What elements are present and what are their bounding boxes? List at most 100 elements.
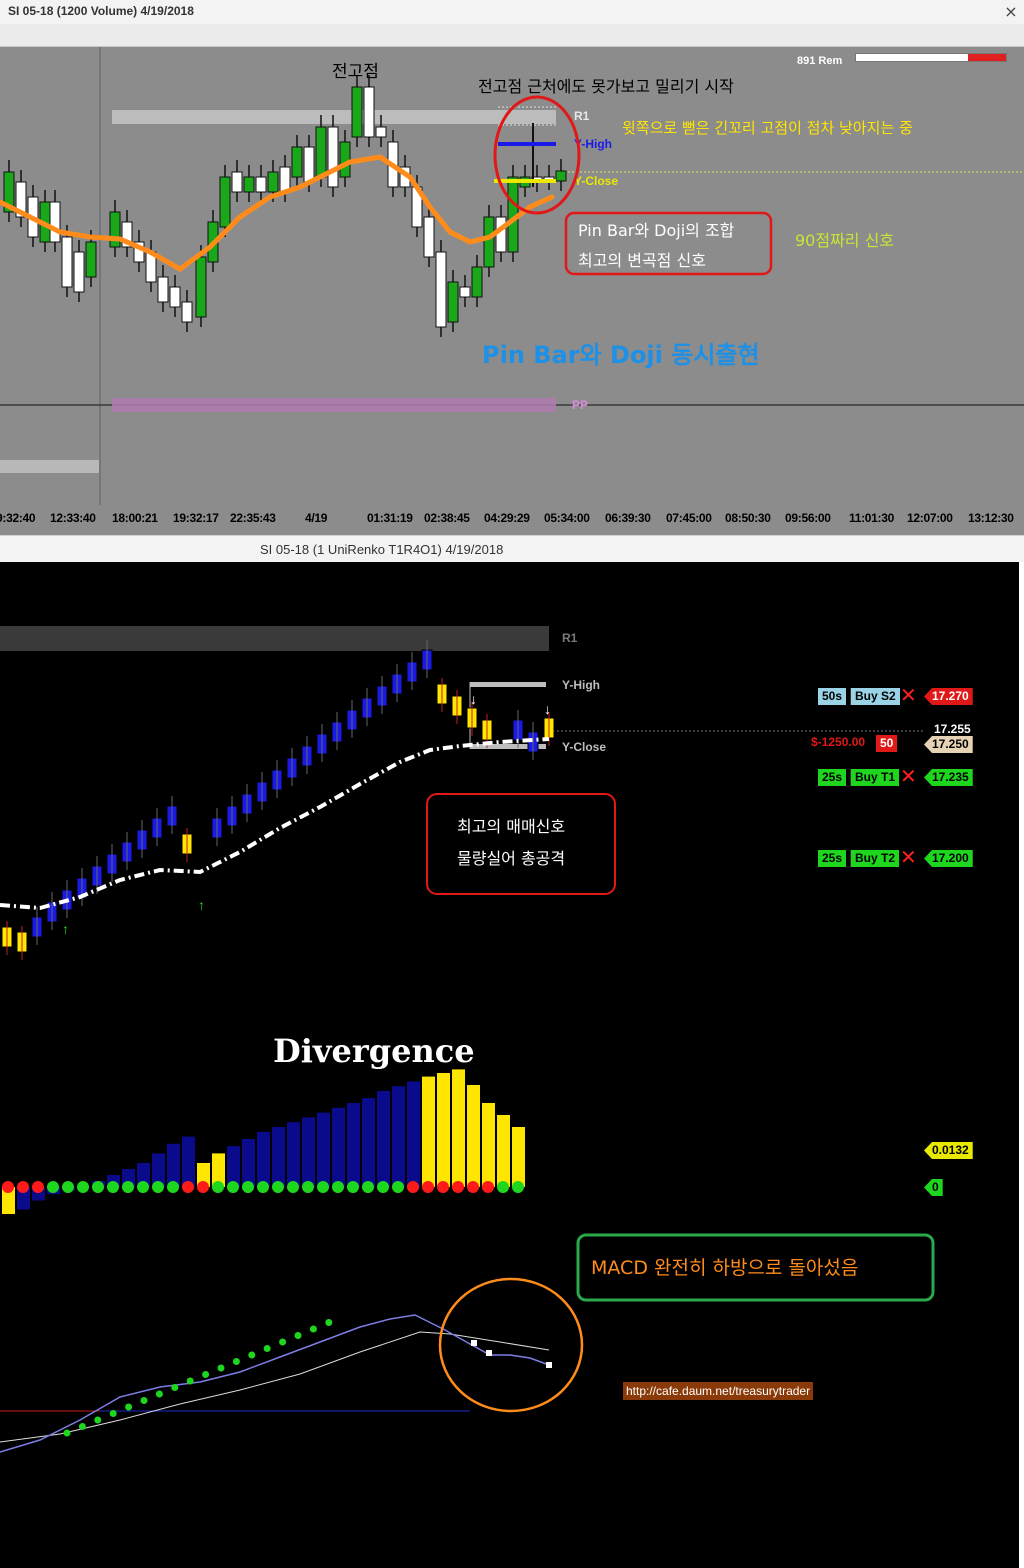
time-tick: 18:00:21 — [112, 511, 158, 525]
order-label-t2[interactable]: Buy T2 — [850, 850, 900, 867]
candle-body — [375, 126, 387, 138]
candlestick-chart: R1 Y-High Y-Close PP — [0, 47, 1024, 505]
candle-body — [121, 221, 133, 248]
signal-dot — [437, 1181, 449, 1193]
signal-dot — [422, 1181, 434, 1193]
candle-body — [61, 236, 73, 288]
chart2-title: SI 05-18 (1 UniRenko T1R4O1) 4/19/2018 — [260, 542, 504, 557]
candle-body — [243, 176, 255, 193]
macd-dot — [125, 1403, 133, 1411]
ema-line — [0, 154, 555, 272]
histogram-bar — [167, 1143, 180, 1187]
renko-indicator-chart: R1 Y-High Y-Close ↓ ↓ ↑ ↑ — [0, 562, 1024, 1568]
histogram-bar — [467, 1085, 480, 1187]
time-tick: 05:34:00 — [544, 511, 590, 525]
candle-body — [483, 216, 495, 268]
candle-body — [219, 176, 231, 228]
macd-dot-down — [471, 1340, 477, 1346]
histogram-bar — [182, 1136, 195, 1187]
signal-dot — [212, 1181, 224, 1193]
signal-dot — [452, 1181, 464, 1193]
signal-dot — [122, 1181, 134, 1193]
histogram-bar — [197, 1163, 210, 1187]
candle-body — [339, 141, 351, 178]
order-label-s2[interactable]: Buy S2 — [850, 688, 900, 705]
histogram-bar — [137, 1163, 150, 1187]
time-tick: 12:07:00 — [907, 511, 953, 525]
close-icon[interactable]: × — [1004, 2, 1018, 21]
macd-dot — [248, 1351, 256, 1359]
signal-dot — [77, 1181, 89, 1193]
time-tick: 4/19 — [305, 511, 328, 525]
score-note: 90점짜리 신호 — [795, 231, 895, 250]
macd-dot-down — [546, 1362, 552, 1368]
prior-level-bar — [0, 460, 99, 473]
macd-dot — [279, 1338, 287, 1346]
signal-dot — [287, 1181, 299, 1193]
order-qty-s2[interactable]: 50s — [818, 688, 847, 705]
histogram-bar — [497, 1115, 510, 1187]
price-chart-1200-volume[interactable]: R1 Y-High Y-Close PP 891 Rem 전고점 전고점 근처에… — [0, 47, 1024, 505]
candle-body — [109, 211, 121, 248]
time-tick: 04:29:29 — [484, 511, 530, 525]
signal-dot — [47, 1181, 59, 1193]
candle-body — [447, 281, 459, 323]
macd-note-box — [576, 1233, 935, 1302]
macd-dot — [140, 1397, 148, 1404]
signal-dot — [392, 1181, 404, 1193]
candle-body — [351, 86, 363, 138]
position-qty[interactable]: 50 — [876, 735, 898, 752]
candle-body — [291, 146, 303, 178]
y-close-bar — [470, 744, 546, 749]
signal-dot — [62, 1181, 74, 1193]
cancel-order-icon[interactable]: ✕ — [900, 845, 917, 869]
candle-body — [169, 286, 181, 308]
order-price-s2[interactable]: 17.270 — [924, 688, 973, 705]
signal-dot — [17, 1181, 29, 1193]
simultaneous-note: Pin Bar와 Doji 동시출현 — [482, 341, 760, 369]
histogram-bar — [227, 1146, 240, 1187]
time-tick: 09:56:00 — [785, 511, 831, 525]
cancel-order-icon[interactable]: ✕ — [900, 683, 917, 707]
histogram-bar — [302, 1117, 315, 1187]
histogram-bar — [287, 1122, 300, 1187]
histogram-bar — [482, 1103, 495, 1187]
y-high-bar — [470, 682, 546, 687]
signal-dot — [407, 1181, 419, 1193]
position-price[interactable]: 17.250 — [924, 736, 973, 753]
up-arrow-2: ↑ — [198, 897, 205, 913]
candle-body — [255, 176, 267, 193]
signal-dot — [347, 1181, 359, 1193]
combo-line-2: 최고의 변곡점 신호 — [578, 251, 706, 270]
pp-band — [112, 398, 556, 412]
signal-dot — [197, 1181, 209, 1193]
macd-dot — [78, 1423, 86, 1430]
histogram-bar — [347, 1103, 360, 1187]
prev-high-label: 전고점 — [332, 62, 379, 82]
signal-dot — [227, 1181, 239, 1193]
cancel-order-icon[interactable]: ✕ — [900, 764, 917, 788]
candle-body — [195, 256, 207, 318]
candle-body — [435, 251, 447, 328]
candle-body — [157, 276, 169, 303]
signal-dot — [332, 1181, 344, 1193]
histogram-bar — [362, 1098, 375, 1187]
pin-bar-highlight-circle — [493, 95, 581, 215]
order-price-t2[interactable]: 17.200 — [924, 850, 973, 867]
down-arrow-1: ↓ — [470, 691, 477, 707]
r1-label: R1 — [574, 109, 590, 123]
order-qty-t1[interactable]: 25s — [818, 769, 847, 786]
order-qty-t2[interactable]: 25s — [818, 850, 847, 867]
unirenko-chart[interactable]: R1 Y-High Y-Close ↓ ↓ ↑ ↑ 50s Buy S2 ✕ 1… — [0, 562, 1024, 1568]
histogram-bar — [452, 1069, 465, 1187]
candle-body — [459, 286, 471, 298]
macd-dot — [155, 1390, 163, 1398]
upper-tail-note: 윗쪽으로 뻗은 긴꼬리 고점이 점차 낮아지는 중 — [622, 119, 913, 137]
order-label-t1[interactable]: Buy T1 — [850, 769, 900, 786]
y-close-label: Y-Close — [574, 174, 618, 188]
candle-body — [471, 266, 483, 298]
candle-body — [73, 251, 85, 293]
order-price-t1[interactable]: 17.235 — [924, 769, 973, 786]
signal-note-2: 물량실어 총공격 — [457, 849, 566, 868]
signal-dot — [272, 1181, 284, 1193]
